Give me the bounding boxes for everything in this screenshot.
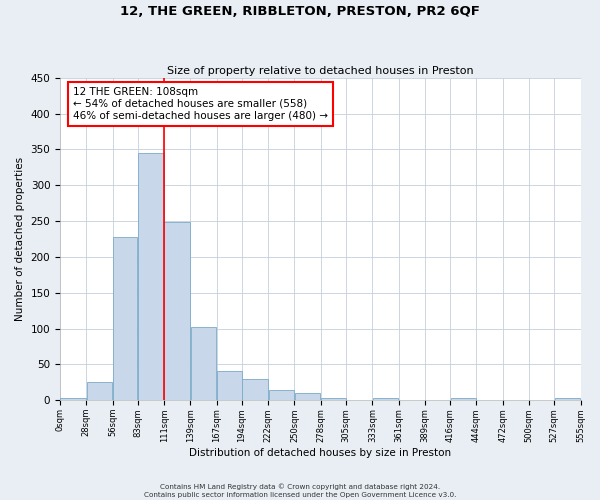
Bar [295, 393, 320, 400]
Bar [86, 382, 112, 400]
Bar [242, 379, 268, 400]
Bar [217, 371, 242, 400]
Bar [554, 398, 580, 400]
Text: 12, THE GREEN, RIBBLETON, PRESTON, PR2 6QF: 12, THE GREEN, RIBBLETON, PRESTON, PR2 6… [120, 5, 480, 18]
Bar [138, 153, 164, 400]
Text: Contains HM Land Registry data © Crown copyright and database right 2024.
Contai: Contains HM Land Registry data © Crown c… [144, 484, 456, 498]
Bar [113, 237, 137, 400]
Bar [451, 398, 476, 400]
X-axis label: Distribution of detached houses by size in Preston: Distribution of detached houses by size … [189, 448, 451, 458]
Title: Size of property relative to detached houses in Preston: Size of property relative to detached ho… [167, 66, 473, 76]
Bar [191, 327, 216, 400]
Y-axis label: Number of detached properties: Number of detached properties [15, 157, 25, 321]
Bar [321, 398, 346, 400]
Bar [61, 398, 86, 400]
Bar [164, 222, 190, 400]
Text: 12 THE GREEN: 108sqm
← 54% of detached houses are smaller (558)
46% of semi-deta: 12 THE GREEN: 108sqm ← 54% of detached h… [73, 88, 328, 120]
Bar [373, 398, 398, 400]
Bar [269, 390, 294, 400]
